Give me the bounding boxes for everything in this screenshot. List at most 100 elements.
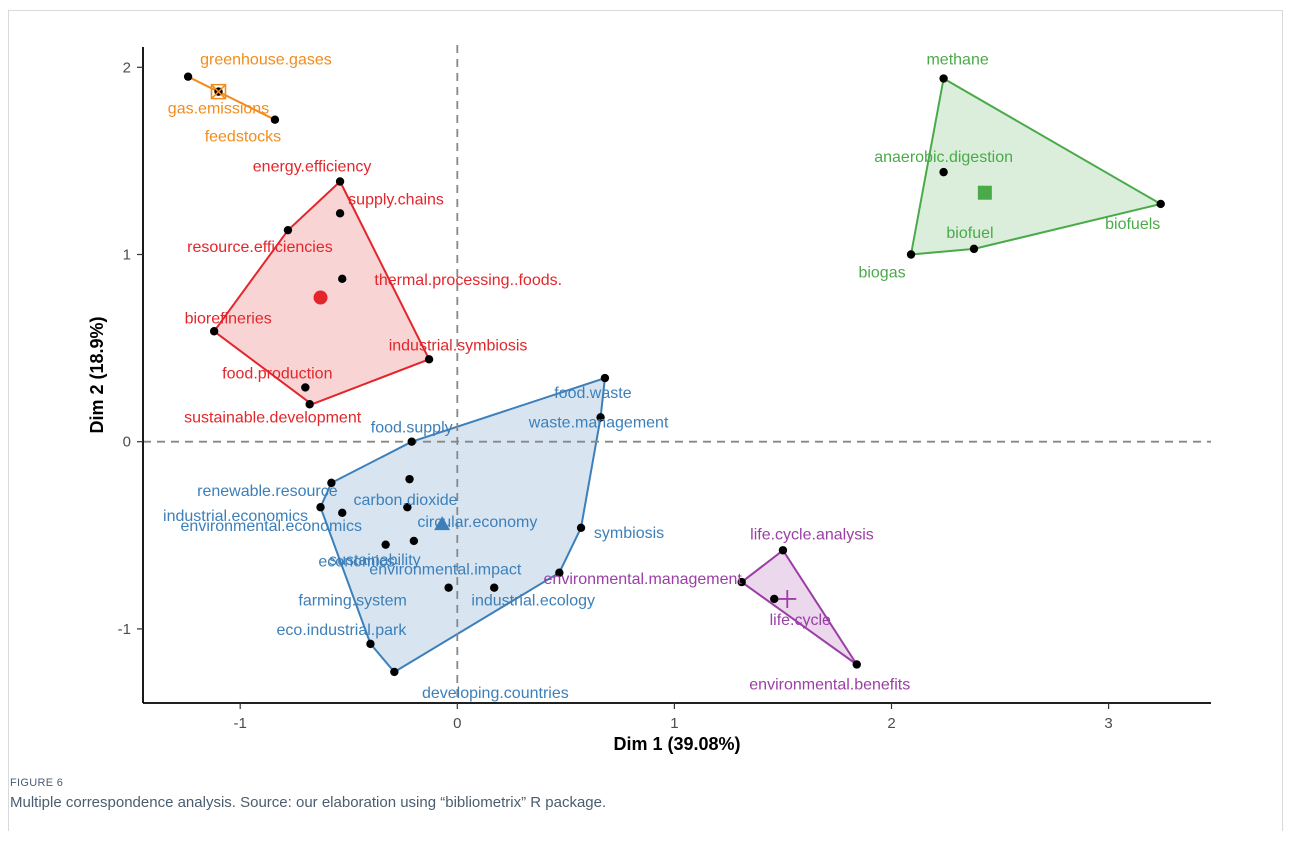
cluster-centroids xyxy=(210,83,992,608)
label-renewable-resource: renewable.resource xyxy=(197,483,338,500)
figure-label: FIGURE 6 xyxy=(10,777,64,789)
point-symbiosis xyxy=(576,523,586,533)
label-eco-industrial-park: eco.industrial.park xyxy=(277,622,408,639)
point-industrial-ecology xyxy=(490,583,499,592)
point-biofuel xyxy=(969,244,979,254)
data-points xyxy=(183,72,1165,677)
label-biogas: biogas xyxy=(858,265,905,282)
y-tick-label: 1 xyxy=(123,247,131,264)
cluster-2-centroid xyxy=(313,290,328,305)
label-developing-countries: developing.countries xyxy=(422,685,569,702)
point-food-waste xyxy=(600,373,610,383)
y-tick-label: -1 xyxy=(118,621,131,638)
axes xyxy=(142,47,1211,704)
point-environmental-benefits xyxy=(852,660,861,669)
label-industrial-ecology: industrial.ecology xyxy=(471,593,595,610)
point-food-supply xyxy=(407,437,416,446)
point-life-cycle xyxy=(770,594,779,604)
x-tick-label: 2 xyxy=(887,715,895,732)
label-biofuel: biofuel xyxy=(946,225,993,242)
label-farming-system: farming.system xyxy=(298,593,406,610)
cluster-5-centroid xyxy=(778,589,797,608)
label-environmental-impact: environmental.impact xyxy=(369,562,522,579)
label-industrial-symbiosis: industrial.symbiosis xyxy=(389,337,528,354)
point-environmental-management xyxy=(737,577,746,587)
label-biofuels: biofuels xyxy=(1105,216,1160,233)
label-environmental-benefits: environmental.benefits xyxy=(749,676,910,693)
label-industrial-economics: industrial.economics xyxy=(163,508,308,525)
label-food-supply: food.supply xyxy=(371,420,453,437)
label-economics: economics xyxy=(318,554,394,571)
label-food-waste: food.waste xyxy=(554,385,631,402)
label-greenhouse-gases: greenhouse.gases xyxy=(200,52,332,69)
label-energy-efficiency: energy.efficiency xyxy=(253,158,372,175)
point-circular-economy xyxy=(403,503,412,512)
label-sustainable-development: sustainable.development xyxy=(184,409,362,426)
x-tick-label: 3 xyxy=(1104,715,1112,732)
point-feedstocks xyxy=(270,115,280,124)
label-life-cycle: life.cycle xyxy=(770,612,831,629)
point-biofuels xyxy=(1156,199,1165,209)
label-environmental-management: environmental.management xyxy=(544,571,743,588)
label-symbiosis: symbiosis xyxy=(594,525,664,542)
point-renewable-resource xyxy=(327,478,336,488)
point-environmental-impact xyxy=(555,568,564,577)
x-tick-label: -1 xyxy=(234,715,247,732)
label-methane: methane xyxy=(926,52,988,69)
point-waste-management xyxy=(596,413,605,422)
point-developing-countries xyxy=(390,667,399,677)
cluster-4-centroid xyxy=(977,185,992,200)
point-labels: greenhouse.gases gas.emissions feedstocks e… xyxy=(163,52,1160,702)
label-biorefineries: biorefineries xyxy=(185,310,272,327)
cluster-3-centroid xyxy=(434,516,451,531)
point-sustainability xyxy=(409,536,419,546)
point-industrial-symbiosis xyxy=(424,355,434,364)
cluster-1-hull xyxy=(187,75,276,121)
reference-lines xyxy=(143,45,1211,703)
label-anaerobic-digestion: anaerobic.digestion xyxy=(874,149,1013,166)
figure-caption: Multiple correspondence analysis. Source… xyxy=(10,794,607,811)
point-environmental-economics xyxy=(338,508,347,518)
y-tick-label: 0 xyxy=(123,434,131,451)
point-eco-industrial-park xyxy=(366,639,375,649)
y-tick-label: 2 xyxy=(123,59,131,76)
label-circular-economy: circular.economy xyxy=(417,514,537,531)
point-greenhouse-gases xyxy=(183,72,193,81)
label-sustainability: sustainability xyxy=(329,552,421,569)
point-food-production xyxy=(301,383,310,392)
point-biogas xyxy=(906,250,916,259)
point-economics xyxy=(381,540,390,549)
point-energy-efficiency xyxy=(335,177,345,186)
cluster-5-hull xyxy=(740,549,858,666)
point-thermal-processing-foods xyxy=(338,274,347,284)
point-resource-efficiencies xyxy=(283,225,293,235)
label-life-cycle-analysis: life.cycle.analysis xyxy=(750,526,874,543)
figure-frame xyxy=(8,10,1283,831)
label-gas-emissions: gas.emissions xyxy=(168,101,269,118)
point-carbon-dioxide xyxy=(405,474,414,484)
label-supply-chains: supply.chains xyxy=(348,191,444,208)
y-axis-title: Dim 2 (18.9%) xyxy=(87,316,107,433)
x-tick-label: 0 xyxy=(453,715,461,732)
point-anaerobic-digestion xyxy=(939,167,948,177)
point-supply-chains xyxy=(335,209,345,218)
mca-chart: -1 0 1 2 3 -1 0 1 2 greenhouse.gases gas.emission… xyxy=(87,45,1211,754)
point-sustainable-development xyxy=(305,400,314,409)
point-industrial-economics xyxy=(316,503,325,512)
point-biorefineries xyxy=(209,327,219,336)
point-farming-system xyxy=(444,583,453,592)
cluster-3-hull xyxy=(319,377,606,673)
label-environmental-economics: environmental.economics xyxy=(181,518,362,535)
point-methane xyxy=(939,74,948,83)
point-life-cycle-analysis xyxy=(778,546,788,555)
label-resource-efficiencies: resource.efficiencies xyxy=(187,239,333,256)
axis-ticks: -1 0 1 2 3 -1 0 1 2 xyxy=(118,59,1113,732)
label-carbon-dioxide: carbon.dioxide xyxy=(353,492,457,509)
label-thermal-processing-foods: thermal.processing..foods. xyxy=(374,272,562,289)
x-tick-label: 1 xyxy=(670,715,678,732)
x-axis-title: Dim 1 (39.08%) xyxy=(613,734,740,754)
label-food-production: food.production xyxy=(222,365,332,382)
label-waste-management: waste.management xyxy=(528,414,669,431)
cluster-1-centroid xyxy=(210,83,227,100)
label-feedstocks: feedstocks xyxy=(205,129,281,146)
